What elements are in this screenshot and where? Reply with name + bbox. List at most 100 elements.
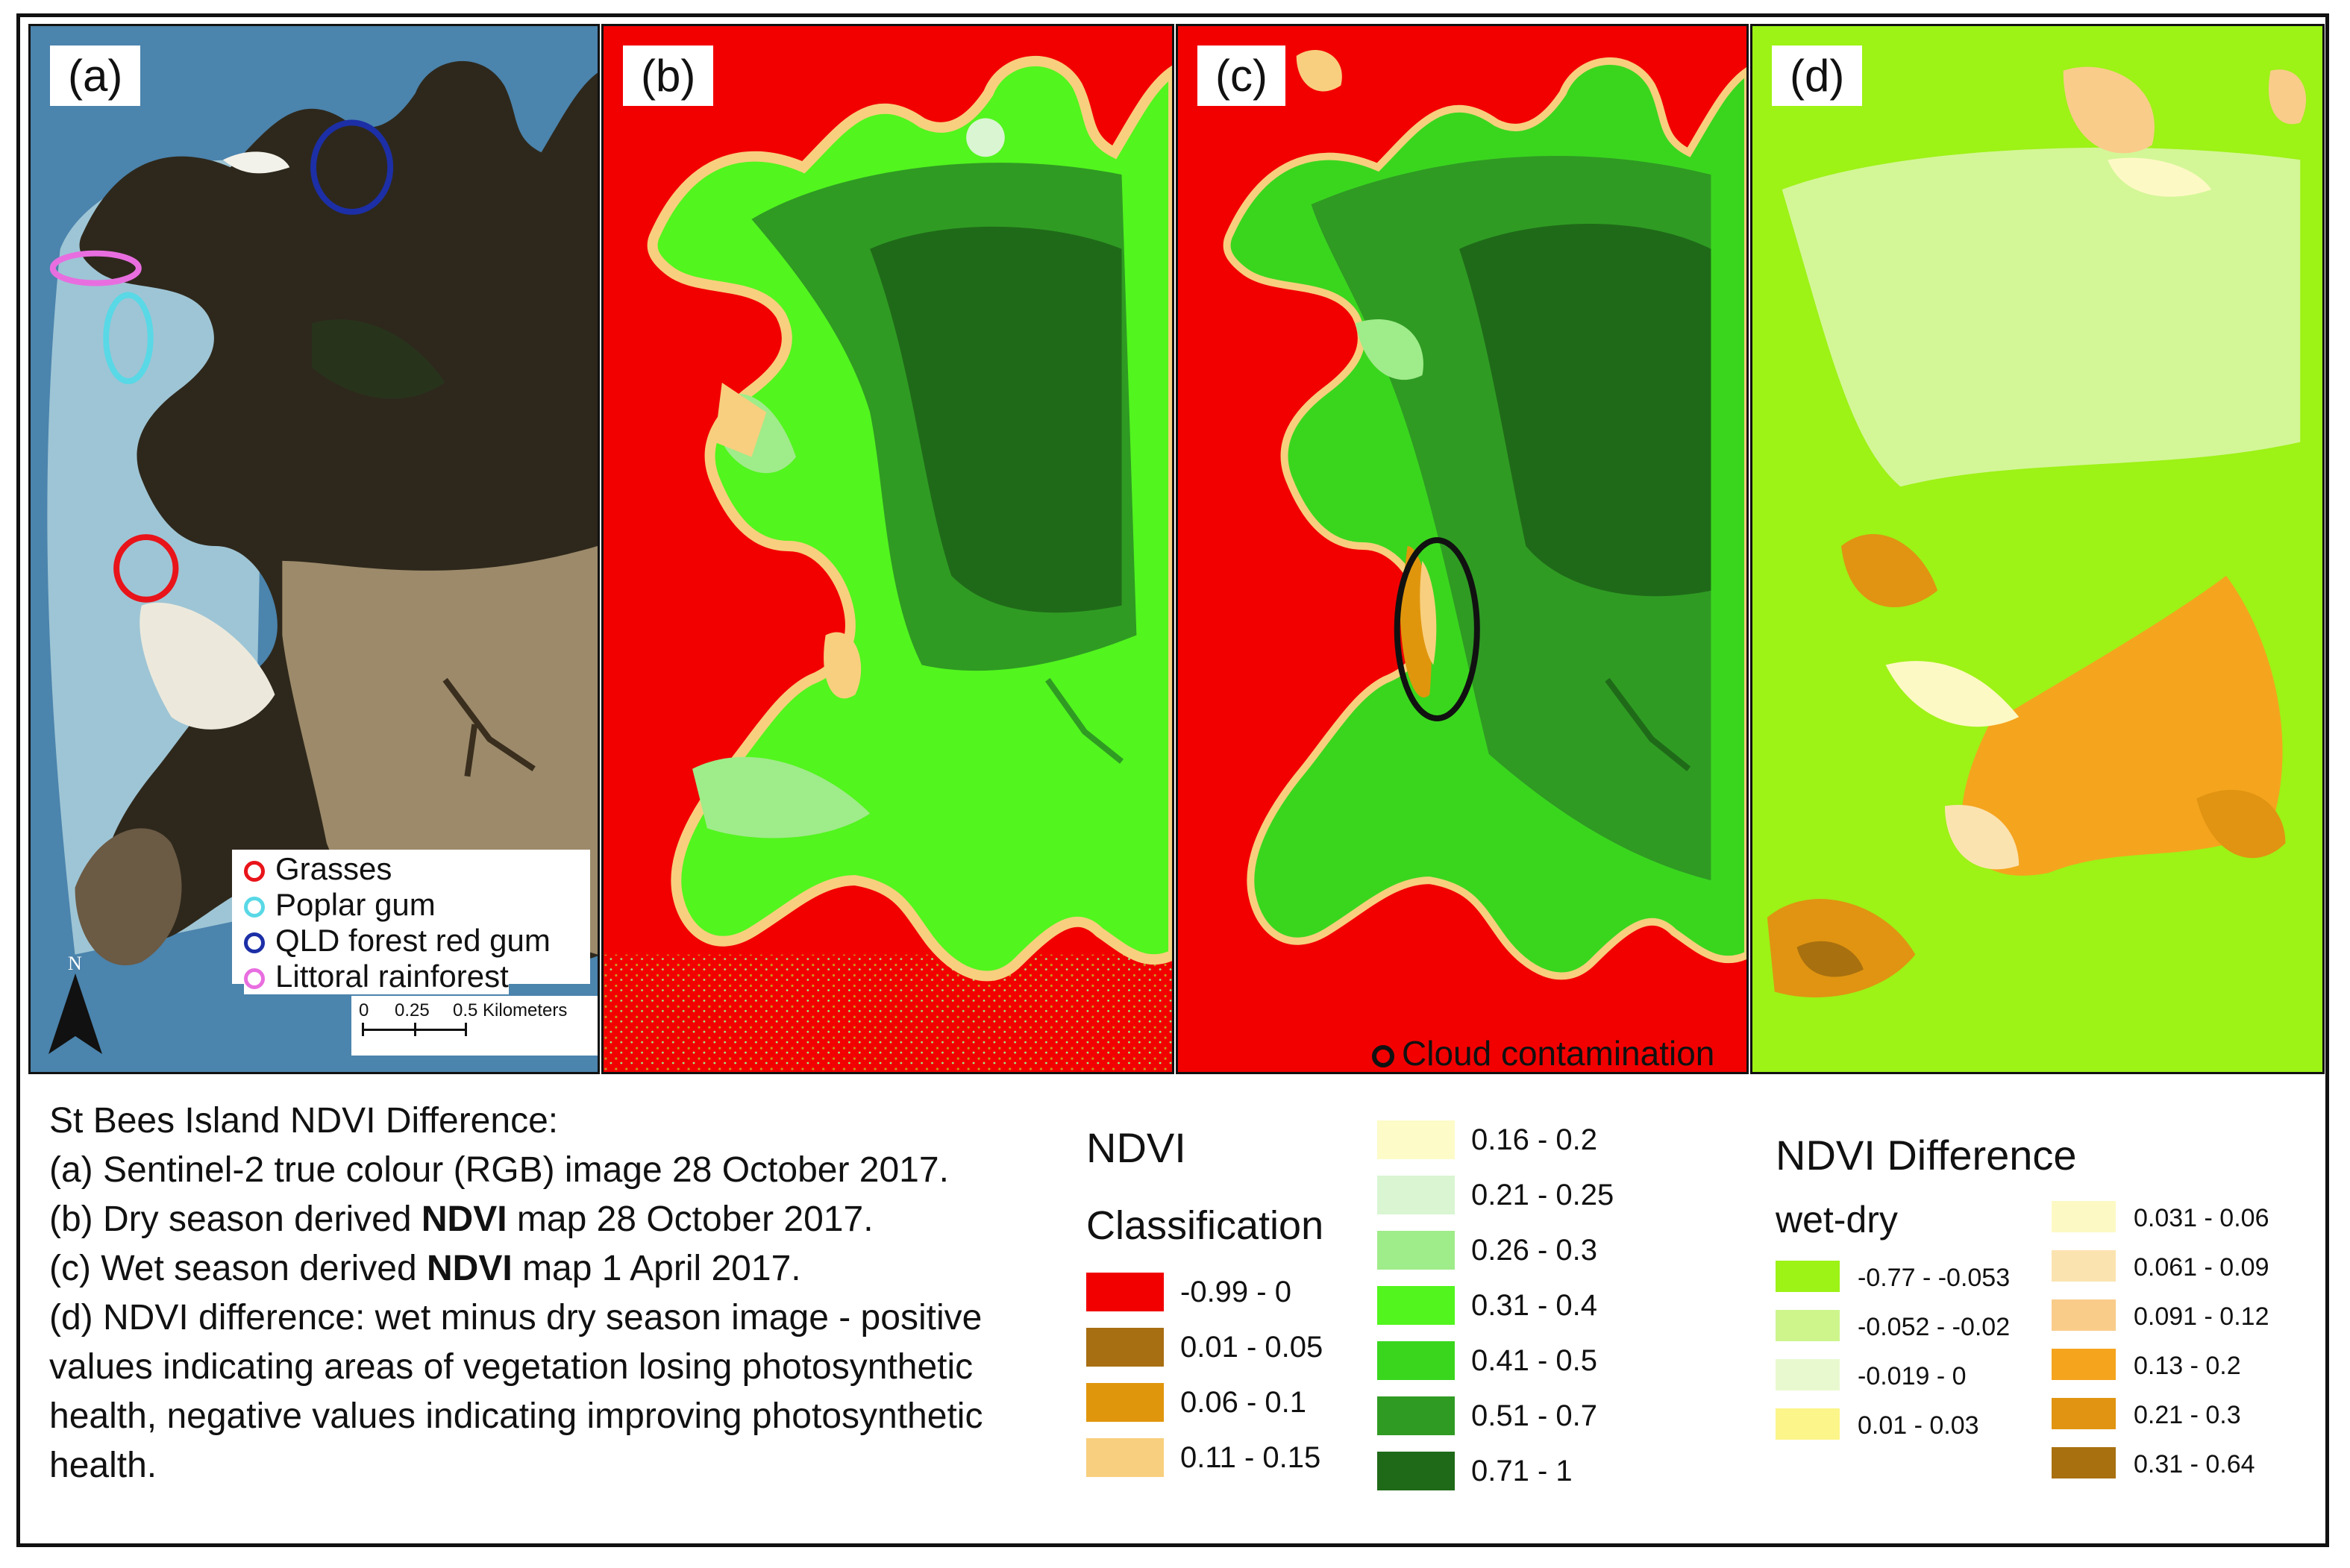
diff-class-label: -0.052 - -0.02 [1858, 1313, 2011, 1341]
ndvi-class-label: 0.16 - 0.2 [1471, 1123, 1598, 1156]
site-legend-item: Grasses [244, 851, 392, 887]
ndvi-class-label: 0.71 - 1 [1471, 1455, 1573, 1487]
panel-label: (c) [1197, 46, 1285, 106]
cloud-marker [1394, 537, 1480, 722]
ndvi-class-label: 0.21 - 0.25 [1471, 1179, 1614, 1211]
site-legend-label: Grasses [275, 851, 392, 886]
ndvi-swatch [1377, 1231, 1455, 1270]
scale-tick [362, 1023, 364, 1036]
figure-frame [16, 13, 2329, 1547]
figure-caption: St Bees Island NDVI Difference: (a) Sent… [49, 1097, 1004, 1490]
scale-tick-label: 0.5 Kilometers [453, 1000, 568, 1020]
site-marker-qld-forest-red-gum [310, 119, 394, 215]
ndvi-legend-title: NDVI [1086, 1124, 1186, 1171]
diff-class-label: 0.13 - 0.2 [2134, 1352, 2241, 1380]
caption-line: (a) Sentinel-2 true colour (RGB) image 2… [49, 1150, 949, 1190]
black-ring-icon [1372, 1044, 1394, 1067]
site-legend-label: Littoral rainforest [275, 959, 509, 994]
panel-label: (b) [623, 46, 714, 106]
caption-text: (b) Dry season derived [49, 1199, 422, 1239]
site-legend-label: Poplar gum [275, 887, 436, 922]
site-legend-item: QLD forest red gum [244, 923, 551, 959]
caption-line: St Bees Island NDVI Difference: [49, 1101, 559, 1141]
blue-ring-icon [244, 932, 265, 953]
cyan-ring-icon [244, 896, 265, 918]
scale-tick [414, 1023, 416, 1036]
site-marker-grasses [113, 534, 179, 603]
scale-tick [465, 1023, 467, 1036]
ndvi-class-label: 0.41 - 0.5 [1471, 1344, 1598, 1377]
caption-line: (d) NDVI difference: wet minus dry seaso… [49, 1298, 983, 1485]
ndvi-difference-map [1752, 26, 2322, 1072]
ndvi-swatch [1086, 1383, 1164, 1422]
ndvi-legend-subtitle: Classification [1086, 1203, 1324, 1248]
scale-tick-label: 0 [359, 1000, 369, 1020]
site-legend-item: Littoral rainforest [244, 959, 509, 994]
diff-swatch [1776, 1261, 1840, 1292]
ndvi-swatch [1086, 1328, 1164, 1367]
caption-bold: NDVI [421, 1199, 507, 1239]
north-arrow-icon [48, 973, 102, 1054]
red-ring-icon [244, 860, 265, 882]
north-label: N [68, 953, 82, 974]
caption-bold: NDVI [427, 1249, 513, 1288]
caption-text: map 28 October 2017. [507, 1199, 874, 1239]
cloud-note-label: Cloud contamination [1402, 1034, 1715, 1073]
ndvi-swatch [1377, 1176, 1455, 1214]
site-legend-label: QLD forest red gum [275, 923, 551, 958]
ndvi-class-label: 0.11 - 0.15 [1180, 1441, 1321, 1474]
ndvi-class-label: -0.99 - 0 [1180, 1276, 1291, 1308]
ndvi-swatch [1086, 1438, 1164, 1477]
diff-class-label: 0.21 - 0.3 [2134, 1401, 2241, 1429]
site-marker-littoral-rainforest [49, 250, 142, 286]
ndvi-swatch [1086, 1273, 1164, 1311]
panel-label: (d) [1772, 46, 1863, 106]
diff-class-label: 0.091 - 0.12 [2134, 1302, 2269, 1331]
ndvi-class-label: 0.26 - 0.3 [1471, 1234, 1598, 1267]
diff-class-label: 0.01 - 0.03 [1858, 1411, 1979, 1440]
caption-text: (c) Wet season derived [49, 1249, 427, 1288]
ndvi-class-label: 0.06 - 0.1 [1180, 1386, 1307, 1419]
site-legend-item: Poplar gum [244, 887, 436, 923]
panel-c-wet-ndvi: (c) Cloud contamination [1176, 24, 1749, 1074]
panel-label: (a) [50, 46, 141, 106]
pink-ring-icon [244, 968, 265, 989]
ndvi-swatch [1377, 1120, 1455, 1159]
scale-tick-label: 0.25 [395, 1000, 430, 1020]
diff-swatch [2052, 1299, 2116, 1331]
diff-legend-title: NDVI Difference [1776, 1132, 2077, 1179]
site-legend: Grasses Poplar gum QLD forest red gum Li… [232, 850, 590, 994]
ndvi-swatch [1377, 1452, 1455, 1490]
diff-swatch [2052, 1398, 2116, 1429]
ndvi-swatch [1377, 1396, 1455, 1435]
diff-class-label: 0.31 - 0.64 [2134, 1450, 2255, 1478]
ndvi-class-label: 0.01 - 0.05 [1180, 1331, 1323, 1364]
panel-d-ndvi-difference: (d) [1750, 24, 2325, 1074]
diff-legend-subtitle: wet-dry [1776, 1199, 1898, 1241]
caption-text: map 1 April 2017. [512, 1249, 801, 1288]
caption-line: (b) Dry season derived NDVI map 28 Octob… [49, 1195, 1004, 1244]
site-marker-poplar-gum [103, 292, 154, 384]
ndvi-class-label: 0.31 - 0.4 [1471, 1289, 1598, 1322]
north-arrow: N [46, 953, 105, 1056]
panel-b-dry-ndvi: (b) [601, 24, 1174, 1074]
diff-swatch [1776, 1408, 1840, 1440]
diff-swatch [2052, 1250, 2116, 1282]
diff-class-label: 0.031 - 0.06 [2134, 1204, 2269, 1232]
diff-swatch [1776, 1359, 1840, 1390]
diff-class-label: -0.77 - -0.053 [1858, 1264, 2011, 1292]
caption-line: (c) Wet season derived NDVI map 1 April … [49, 1244, 1004, 1293]
diff-swatch [1776, 1310, 1840, 1341]
scale-bar: 0 0.25 0.5 Kilometers [351, 996, 598, 1056]
ndvi-class-label: 0.51 - 0.7 [1471, 1399, 1598, 1432]
diff-swatch [2052, 1349, 2116, 1380]
ndvi-swatch [1377, 1341, 1455, 1380]
diff-swatch [2052, 1201, 2116, 1232]
wet-season-ndvi-map [1178, 26, 1746, 1072]
diff-class-label: 0.061 - 0.09 [2134, 1253, 2269, 1282]
ndvi-swatch [1377, 1286, 1455, 1325]
diff-class-label: -0.019 - 0 [1858, 1362, 1967, 1390]
diff-swatch [2052, 1447, 2116, 1478]
cloud-note: Cloud contamination [1372, 1033, 1715, 1073]
dry-season-ndvi-map [604, 26, 1172, 1072]
